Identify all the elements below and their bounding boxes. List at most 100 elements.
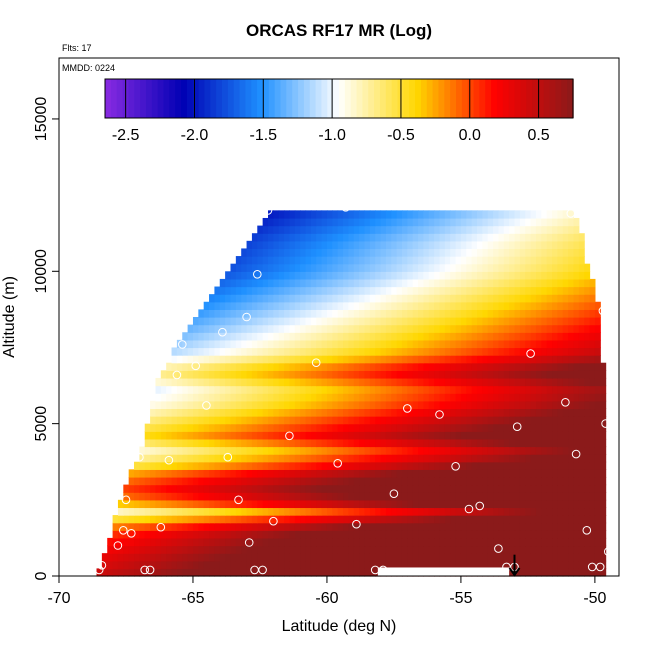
heatmap-cell <box>546 347 553 356</box>
heatmap-cell <box>546 332 553 341</box>
heatmap-cell <box>552 248 558 257</box>
heatmap-cell <box>509 385 516 394</box>
heatmap-cell <box>418 210 424 219</box>
colorbar-segment <box>555 79 562 118</box>
heatmap-cell <box>369 309 376 318</box>
heatmap-cell <box>401 339 408 349</box>
heatmap-cell <box>439 248 446 257</box>
heatmap-cell <box>439 499 446 509</box>
heatmap-cell <box>573 362 580 371</box>
heatmap-cell <box>300 339 307 349</box>
heatmap-cell <box>412 530 419 539</box>
heatmap-cell <box>305 263 312 272</box>
heatmap-cell <box>519 233 526 242</box>
heatmap-cell <box>198 324 205 333</box>
heatmap-cell <box>192 324 199 333</box>
heatmap-cell <box>214 286 221 295</box>
heatmap-cell <box>284 515 291 524</box>
heatmap-cell <box>257 355 264 364</box>
heatmap-cell <box>401 408 408 417</box>
heatmap-cell <box>246 446 253 455</box>
heatmap-cell <box>573 278 580 288</box>
heatmap-cell <box>343 309 349 318</box>
heatmap-cell <box>219 393 226 402</box>
heatmap-cell <box>519 278 526 288</box>
colorbar-segment <box>415 79 422 118</box>
heatmap-cell <box>380 393 387 402</box>
heatmap-cell <box>525 492 532 501</box>
heatmap-cell <box>150 530 157 539</box>
heatmap-cell <box>455 240 462 250</box>
heatmap-cell <box>385 278 392 288</box>
heatmap-cell <box>278 438 285 448</box>
heatmap-cell <box>525 416 532 425</box>
heatmap-cell <box>487 560 494 569</box>
heatmap-cell <box>160 438 167 448</box>
heatmap-cell <box>589 484 596 493</box>
heatmap-cell <box>300 438 307 448</box>
heatmap-cell <box>434 522 441 531</box>
heatmap-cell <box>364 416 371 425</box>
heatmap-cell <box>450 309 457 318</box>
heatmap-cell <box>401 393 408 402</box>
heatmap-cell <box>219 545 226 554</box>
heatmap-cell <box>444 256 451 265</box>
heatmap-cell <box>552 324 558 333</box>
heatmap-cell <box>482 240 489 250</box>
heatmap-cell <box>525 339 532 349</box>
heatmap-cell <box>332 210 339 219</box>
heatmap-cell <box>476 515 483 524</box>
heatmap-cell <box>268 515 274 524</box>
heatmap-cell <box>375 522 382 531</box>
colorbar-segment <box>298 79 305 118</box>
heatmap-cell <box>348 332 355 341</box>
heatmap-cell <box>578 347 585 356</box>
heatmap-cell <box>187 515 194 524</box>
heatmap-cell <box>176 400 183 410</box>
heatmap-cell <box>343 499 349 509</box>
heatmap-cell <box>353 416 360 425</box>
heatmap-cell <box>364 568 371 577</box>
heatmap-cell <box>235 385 242 394</box>
heatmap-cell <box>300 324 307 333</box>
heatmap-cell <box>144 499 151 509</box>
heatmap-cell <box>273 301 280 310</box>
heatmap-cell <box>407 400 414 410</box>
heatmap-cell <box>230 537 237 547</box>
heatmap-cell <box>476 438 483 448</box>
heatmap-cell <box>418 263 424 272</box>
heatmap-cell <box>557 263 564 272</box>
heatmap-cell <box>316 438 323 448</box>
heatmap-cell <box>578 446 585 455</box>
heatmap-cell <box>359 301 366 310</box>
heatmap-cell <box>235 408 242 417</box>
chart-title: ORCAS RF17 MR (Log) <box>246 21 432 40</box>
heatmap-cell <box>321 515 328 524</box>
heatmap-cell <box>214 370 221 379</box>
heatmap-cell <box>214 469 221 478</box>
heatmap-cell <box>401 377 408 387</box>
heatmap-cell <box>391 210 398 219</box>
heatmap-cell <box>434 362 441 371</box>
heatmap-cell <box>230 560 237 569</box>
heatmap-cell <box>364 393 371 402</box>
heatmap-cell <box>396 545 403 554</box>
heatmap-cell <box>557 446 564 455</box>
heatmap-cell <box>305 530 312 539</box>
heatmap-cell <box>541 568 548 577</box>
heatmap-cell <box>343 347 349 356</box>
heatmap-cell <box>418 248 424 257</box>
heatmap-cell <box>235 400 242 410</box>
heatmap-cell <box>166 454 173 463</box>
heatmap-cell <box>519 431 526 440</box>
heatmap-cell <box>439 530 446 539</box>
heatmap-cell <box>476 301 483 310</box>
heatmap-cell <box>594 423 601 432</box>
heatmap-cell <box>375 515 382 524</box>
heatmap-cell <box>192 553 199 562</box>
heatmap-cell <box>203 339 210 349</box>
heatmap-cell <box>434 499 441 509</box>
heatmap-cell <box>262 294 269 303</box>
y-tick-label: 10000 <box>33 249 50 294</box>
heatmap-cell <box>519 248 526 257</box>
